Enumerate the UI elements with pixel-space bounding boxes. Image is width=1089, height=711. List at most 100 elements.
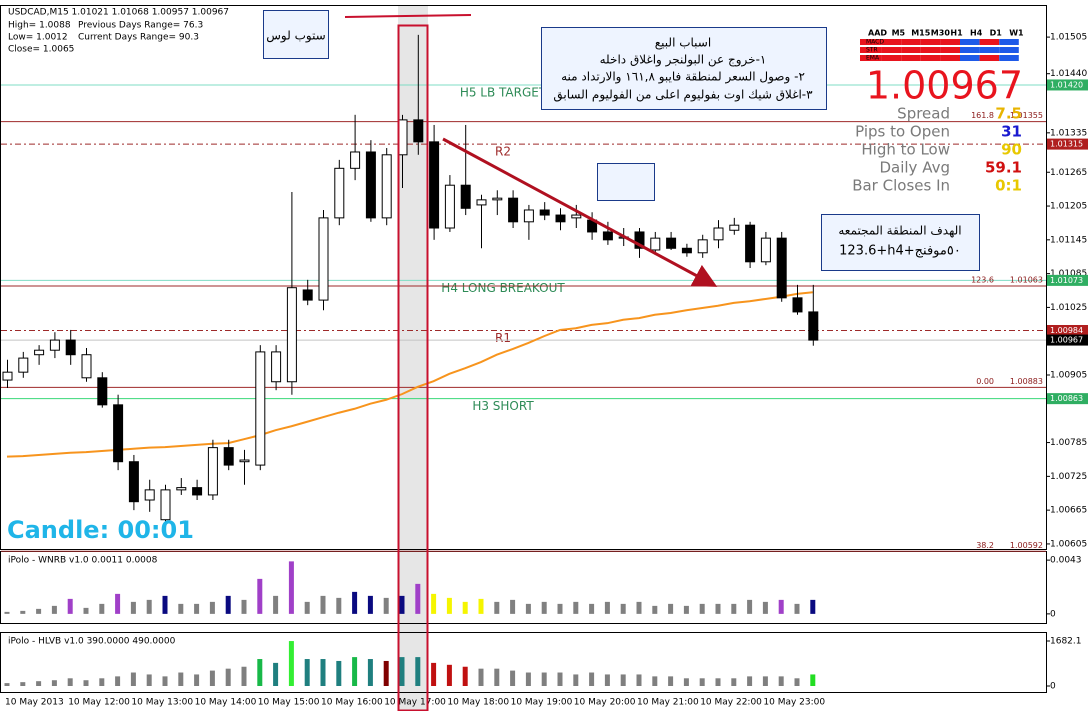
candle-body xyxy=(302,289,313,301)
candle-body xyxy=(334,167,345,219)
y-tick-label: 1682.1 xyxy=(1050,637,1082,647)
bar xyxy=(20,682,26,687)
x-tick-label: 10 May 23:00 xyxy=(763,698,825,708)
candle-body xyxy=(776,237,787,299)
bar xyxy=(320,595,326,614)
candle-body xyxy=(555,214,566,223)
y-tick-label: 1.01205 xyxy=(1050,202,1087,212)
bar xyxy=(99,678,105,687)
price-tag-label: 1.00984 xyxy=(1050,326,1083,335)
price-tag-label: 1.01315 xyxy=(1050,140,1083,149)
x-tick-label: 10 May 17:00 xyxy=(384,698,446,708)
signal-cell xyxy=(901,39,921,45)
bar xyxy=(494,601,500,614)
bar xyxy=(668,676,674,687)
bar xyxy=(636,674,642,687)
dashboard-header: H4 xyxy=(970,29,983,38)
level-label: R1 xyxy=(495,331,511,345)
bar xyxy=(257,578,263,614)
candle-body xyxy=(49,339,60,351)
bar xyxy=(241,599,247,614)
y-tick-label: 1.01085 xyxy=(1050,269,1087,279)
empty-box xyxy=(597,163,655,201)
stat-value: 7.5 xyxy=(995,105,1022,123)
bar xyxy=(541,601,547,614)
bar xyxy=(557,603,563,614)
bar xyxy=(367,595,373,614)
bar xyxy=(731,603,737,614)
bar xyxy=(762,676,768,687)
bar xyxy=(525,672,531,687)
bar xyxy=(194,603,200,614)
bar xyxy=(162,676,168,687)
bar xyxy=(288,561,294,614)
bar xyxy=(194,674,200,687)
signal-row-label: MACD xyxy=(866,39,884,46)
signal-cell xyxy=(901,47,921,53)
bar xyxy=(99,603,105,614)
x-tick-label: 10 May 18:00 xyxy=(447,698,509,708)
signal-cell xyxy=(860,47,882,53)
price-tag-label: 1.01073 xyxy=(1050,276,1083,285)
stat-value: 59.1 xyxy=(985,159,1022,177)
bar xyxy=(541,672,547,687)
signal-cell xyxy=(920,55,941,61)
reason-line: اسباب البيع xyxy=(655,36,711,50)
bar xyxy=(36,608,42,614)
reason-line: ٣-اغلاق شيك اوت بفوليوم اعلى من الفوليوم… xyxy=(553,88,813,103)
info-previous-range: Previous Days Range= 76.3 xyxy=(78,21,203,31)
bar xyxy=(336,660,342,687)
bar xyxy=(130,672,136,687)
trend-arrow xyxy=(442,137,718,287)
candle-body xyxy=(729,224,740,231)
bar xyxy=(683,605,689,614)
stat-value: 90 xyxy=(1001,141,1022,159)
signal-cell xyxy=(901,55,921,61)
bar xyxy=(525,603,531,614)
bar xyxy=(510,670,516,687)
bar xyxy=(510,599,516,614)
candle-body xyxy=(318,217,329,301)
y-tick-label: 1.01145 xyxy=(1050,235,1087,245)
candle-body xyxy=(81,354,92,379)
level-label: R2 xyxy=(495,145,511,159)
bar xyxy=(589,603,595,614)
candle-body xyxy=(113,404,124,463)
bar xyxy=(273,662,279,687)
info-high: High= 1.0088 xyxy=(8,21,71,31)
candle-body xyxy=(271,351,282,383)
stat-label: Spread xyxy=(897,105,950,123)
price-tag xyxy=(1047,138,1088,150)
bar xyxy=(383,597,389,614)
candle-body xyxy=(350,151,361,169)
stop-loss-box xyxy=(263,10,329,59)
level-label: H4 LONG BREAKOUT xyxy=(441,281,565,295)
x-tick-label: 10 May 20:00 xyxy=(574,698,636,708)
bar xyxy=(304,659,310,687)
bar xyxy=(747,599,753,614)
x-tick-label: 10 May 12:00 xyxy=(68,698,130,708)
stat-value: 0:1 xyxy=(995,177,1022,195)
signal-row-label: STR xyxy=(866,47,878,54)
dashboard-header: M5 xyxy=(892,29,906,38)
bar xyxy=(83,680,89,687)
signal-row-label: EMA xyxy=(866,55,880,62)
signal-cell xyxy=(920,39,941,45)
candle-body xyxy=(523,209,534,223)
reason-line: ١-خروج عن البولنجر واغلاق داخله xyxy=(600,53,767,68)
fib-label: 0.00 xyxy=(976,377,994,386)
signal-cell xyxy=(999,39,1019,45)
candle-body xyxy=(365,151,376,219)
target-box xyxy=(821,214,980,271)
fib-price: 1.01355 xyxy=(1010,111,1043,120)
reason-line: ٢- وصول السعر لمنطقة فايبو ١٦١,٨ والارتد… xyxy=(561,70,805,85)
bar xyxy=(241,666,247,687)
fib-price: 1.00592 xyxy=(1010,541,1043,550)
stat-label: Daily Avg xyxy=(879,159,950,177)
candle-body xyxy=(381,154,392,219)
panel-title: iPolo - WNRB v1.0 0.0011 0.0008 xyxy=(8,556,158,566)
candle-body xyxy=(34,349,45,356)
signal-cell xyxy=(860,39,882,45)
